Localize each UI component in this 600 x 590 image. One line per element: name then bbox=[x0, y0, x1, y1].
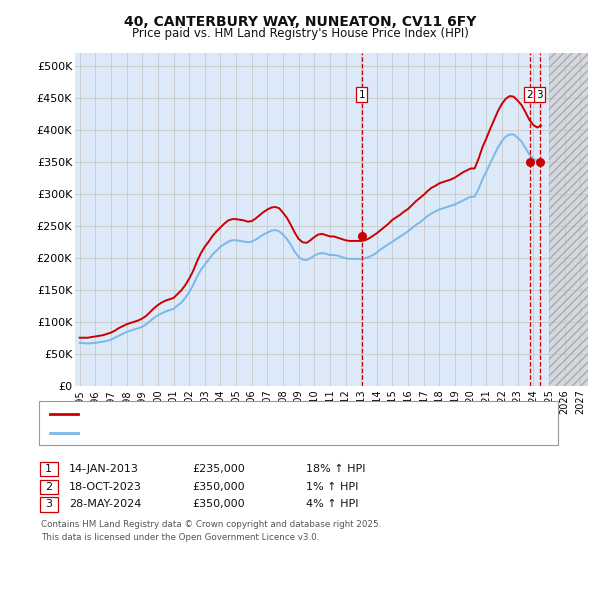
Text: £350,000: £350,000 bbox=[192, 482, 245, 491]
Text: 3: 3 bbox=[536, 90, 543, 100]
Text: 1% ↑ HPI: 1% ↑ HPI bbox=[306, 482, 358, 491]
Text: 2: 2 bbox=[527, 90, 533, 100]
Text: Price paid vs. HM Land Registry's House Price Index (HPI): Price paid vs. HM Land Registry's House … bbox=[131, 27, 469, 40]
Text: 1: 1 bbox=[359, 90, 365, 100]
Text: £350,000: £350,000 bbox=[192, 500, 245, 509]
Text: 18% ↑ HPI: 18% ↑ HPI bbox=[306, 464, 365, 474]
Text: 28-MAY-2024: 28-MAY-2024 bbox=[69, 500, 142, 509]
Text: 3: 3 bbox=[45, 500, 52, 509]
Text: 2: 2 bbox=[45, 482, 52, 491]
Text: Contains HM Land Registry data © Crown copyright and database right 2025.
This d: Contains HM Land Registry data © Crown c… bbox=[41, 520, 381, 542]
Text: 40, CANTERBURY WAY, NUNEATON, CV11 6FY (detached house): 40, CANTERBURY WAY, NUNEATON, CV11 6FY (… bbox=[82, 409, 413, 418]
Text: £235,000: £235,000 bbox=[192, 464, 245, 474]
Text: 4% ↑ HPI: 4% ↑ HPI bbox=[306, 500, 359, 509]
Text: 1: 1 bbox=[45, 464, 52, 474]
Bar bbox=[549, 53, 588, 386]
Text: HPI: Average price, detached house, Nuneaton and Bedworth: HPI: Average price, detached house, Nune… bbox=[82, 428, 402, 438]
Text: 40, CANTERBURY WAY, NUNEATON, CV11 6FY: 40, CANTERBURY WAY, NUNEATON, CV11 6FY bbox=[124, 15, 476, 29]
Text: 14-JAN-2013: 14-JAN-2013 bbox=[69, 464, 139, 474]
Text: 18-OCT-2023: 18-OCT-2023 bbox=[69, 482, 142, 491]
Bar bbox=[549, 53, 588, 386]
